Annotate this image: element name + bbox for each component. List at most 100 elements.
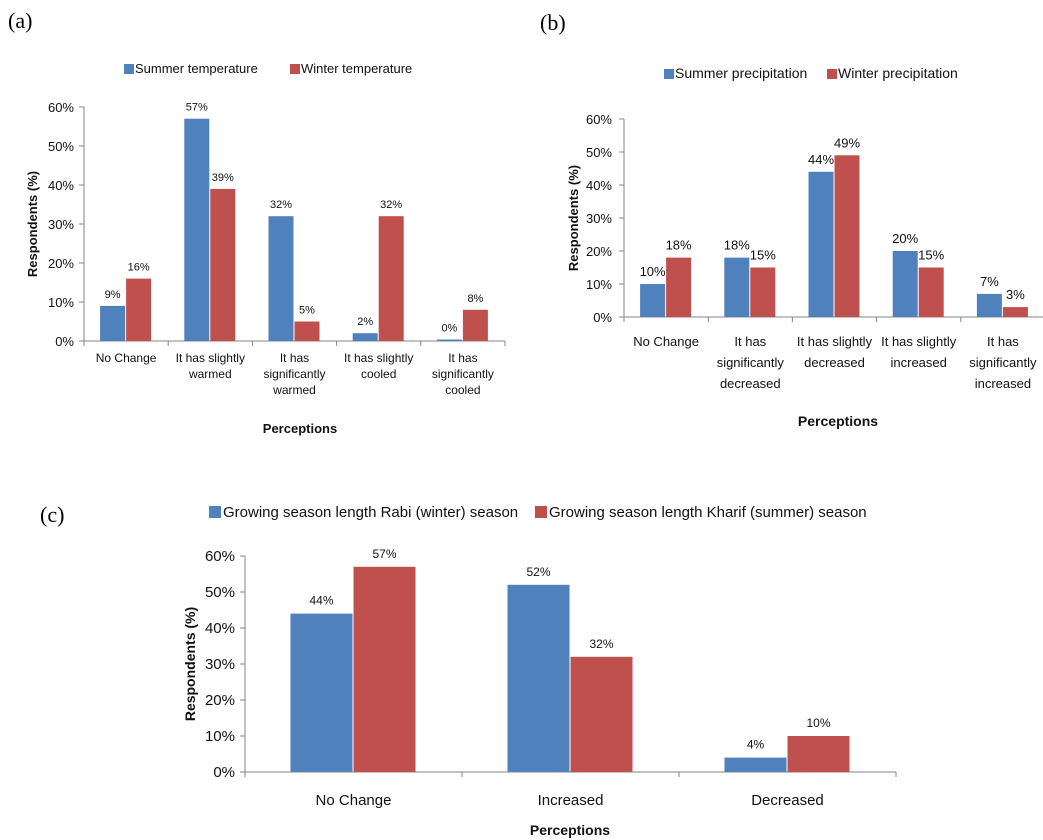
bar	[834, 155, 860, 317]
category-label-line: decreased	[804, 355, 865, 370]
legend-label: Growing season length Rabi (winter) seas…	[223, 504, 518, 521]
category-label: No Change	[633, 334, 699, 349]
bar	[808, 171, 834, 317]
category-label-line: No Change	[633, 334, 699, 349]
category-label-line: warmed	[188, 367, 232, 381]
bar	[290, 613, 353, 772]
y-axis-title: Respondents (%)	[182, 607, 198, 721]
chart-a: 0% 10% 20% 30% 40% 50% 60% 9% 16% No Change 57% 39%…	[25, 61, 506, 436]
category-label-line: It has	[280, 351, 309, 365]
y-tick-label: 20%	[205, 692, 235, 709]
y-tick-label: 0%	[593, 310, 612, 325]
bar	[918, 267, 944, 317]
bar	[378, 216, 404, 341]
bar	[724, 757, 787, 772]
category-label-line: increased	[891, 355, 947, 370]
data-label: 39%	[212, 172, 234, 184]
category-label: No Change	[96, 351, 157, 365]
category-label-line: warmed	[272, 383, 316, 397]
category-label: It has significantly decreased	[717, 334, 785, 391]
bar	[976, 293, 1002, 317]
category-label: It has significantly increased	[969, 334, 1037, 391]
y-tick-label: 10%	[586, 277, 612, 292]
bar	[787, 736, 850, 772]
y-tick-label: 60%	[586, 112, 612, 127]
y-tick-label: 50%	[205, 584, 235, 601]
category-label: No Change	[316, 792, 392, 809]
category-label: It has slightly warmed	[176, 351, 245, 381]
bar	[353, 566, 416, 772]
category-label-line: It has slightly	[176, 351, 245, 365]
y-tick-label: 0%	[55, 334, 74, 349]
category-label-line: significantly	[263, 367, 325, 381]
category-label: Decreased	[751, 792, 824, 809]
legend-label: Winter temperature	[301, 61, 412, 76]
data-label: 15%	[750, 248, 776, 263]
bar	[724, 257, 750, 317]
legend-swatch	[827, 69, 837, 79]
y-tick-label: 20%	[48, 256, 74, 271]
data-label: 3%	[1006, 287, 1025, 302]
y-tick-label: 50%	[586, 145, 612, 160]
data-label: 9%	[105, 289, 121, 301]
data-label: 4%	[747, 738, 765, 752]
legend: Summer temperature Winter temperature	[124, 61, 412, 76]
x-axis-title: Perceptions	[798, 413, 878, 429]
y-tick-label: 40%	[205, 620, 235, 637]
y-tick-label: 60%	[48, 100, 74, 115]
y-tick-label: 30%	[205, 656, 235, 673]
panel-label-c: (c)	[40, 502, 65, 527]
data-label: 10%	[640, 264, 666, 279]
category-label: It has slightly decreased	[797, 334, 873, 370]
category-label-line: It has	[987, 334, 1019, 349]
category-label: Increased	[538, 792, 604, 809]
y-tick-label: 40%	[586, 178, 612, 193]
data-label: 57%	[186, 102, 208, 114]
category-label-line: Increased	[538, 792, 604, 809]
category-label-line: significantly	[432, 367, 494, 381]
legend-swatch	[290, 64, 300, 74]
legend-swatch	[124, 64, 134, 74]
legend: Growing season length Rabi (winter) seas…	[209, 504, 867, 521]
y-tick-label: 40%	[48, 178, 74, 193]
category-label-line: cooled	[445, 383, 480, 397]
data-label: 0%	[441, 323, 457, 335]
category-label-line: It has slightly	[881, 334, 957, 349]
data-label: 49%	[834, 135, 860, 150]
bar	[640, 284, 666, 317]
category-label: It has significantly cooled	[432, 351, 494, 397]
data-label: 16%	[128, 262, 150, 274]
data-label: 32%	[380, 199, 402, 211]
category-label-line: It has slightly	[344, 351, 413, 365]
data-label: 2%	[357, 316, 373, 328]
category-label-line: It has	[734, 334, 766, 349]
y-tick-label: 0%	[213, 764, 235, 781]
y-axis-title: Respondents (%)	[25, 171, 40, 277]
legend-swatch	[535, 506, 547, 518]
data-label: 52%	[526, 565, 550, 579]
y-tick-label: 30%	[48, 217, 74, 232]
legend-label: Summer precipitation	[675, 65, 807, 81]
category-label-line: increased	[975, 376, 1031, 391]
data-label: 8%	[467, 293, 483, 305]
bar	[892, 251, 918, 317]
legend-label: Winter precipitation	[838, 65, 958, 81]
category-label-line: No Change	[96, 351, 157, 365]
y-tick-label: 10%	[48, 295, 74, 310]
y-tick-label: 50%	[48, 139, 74, 154]
bar	[294, 321, 320, 341]
bar	[126, 278, 152, 341]
data-label: 32%	[270, 199, 292, 211]
bar	[1002, 307, 1028, 317]
legend-label: Growing season length Kharif (summer) se…	[549, 504, 867, 521]
data-label: 44%	[309, 594, 333, 608]
data-label: 57%	[372, 547, 396, 561]
bar	[184, 118, 210, 341]
bar	[666, 257, 692, 317]
legend-swatch	[209, 506, 221, 518]
data-label: 7%	[980, 274, 999, 289]
data-label: 18%	[666, 238, 692, 253]
bar	[210, 188, 236, 341]
bar	[750, 267, 776, 317]
